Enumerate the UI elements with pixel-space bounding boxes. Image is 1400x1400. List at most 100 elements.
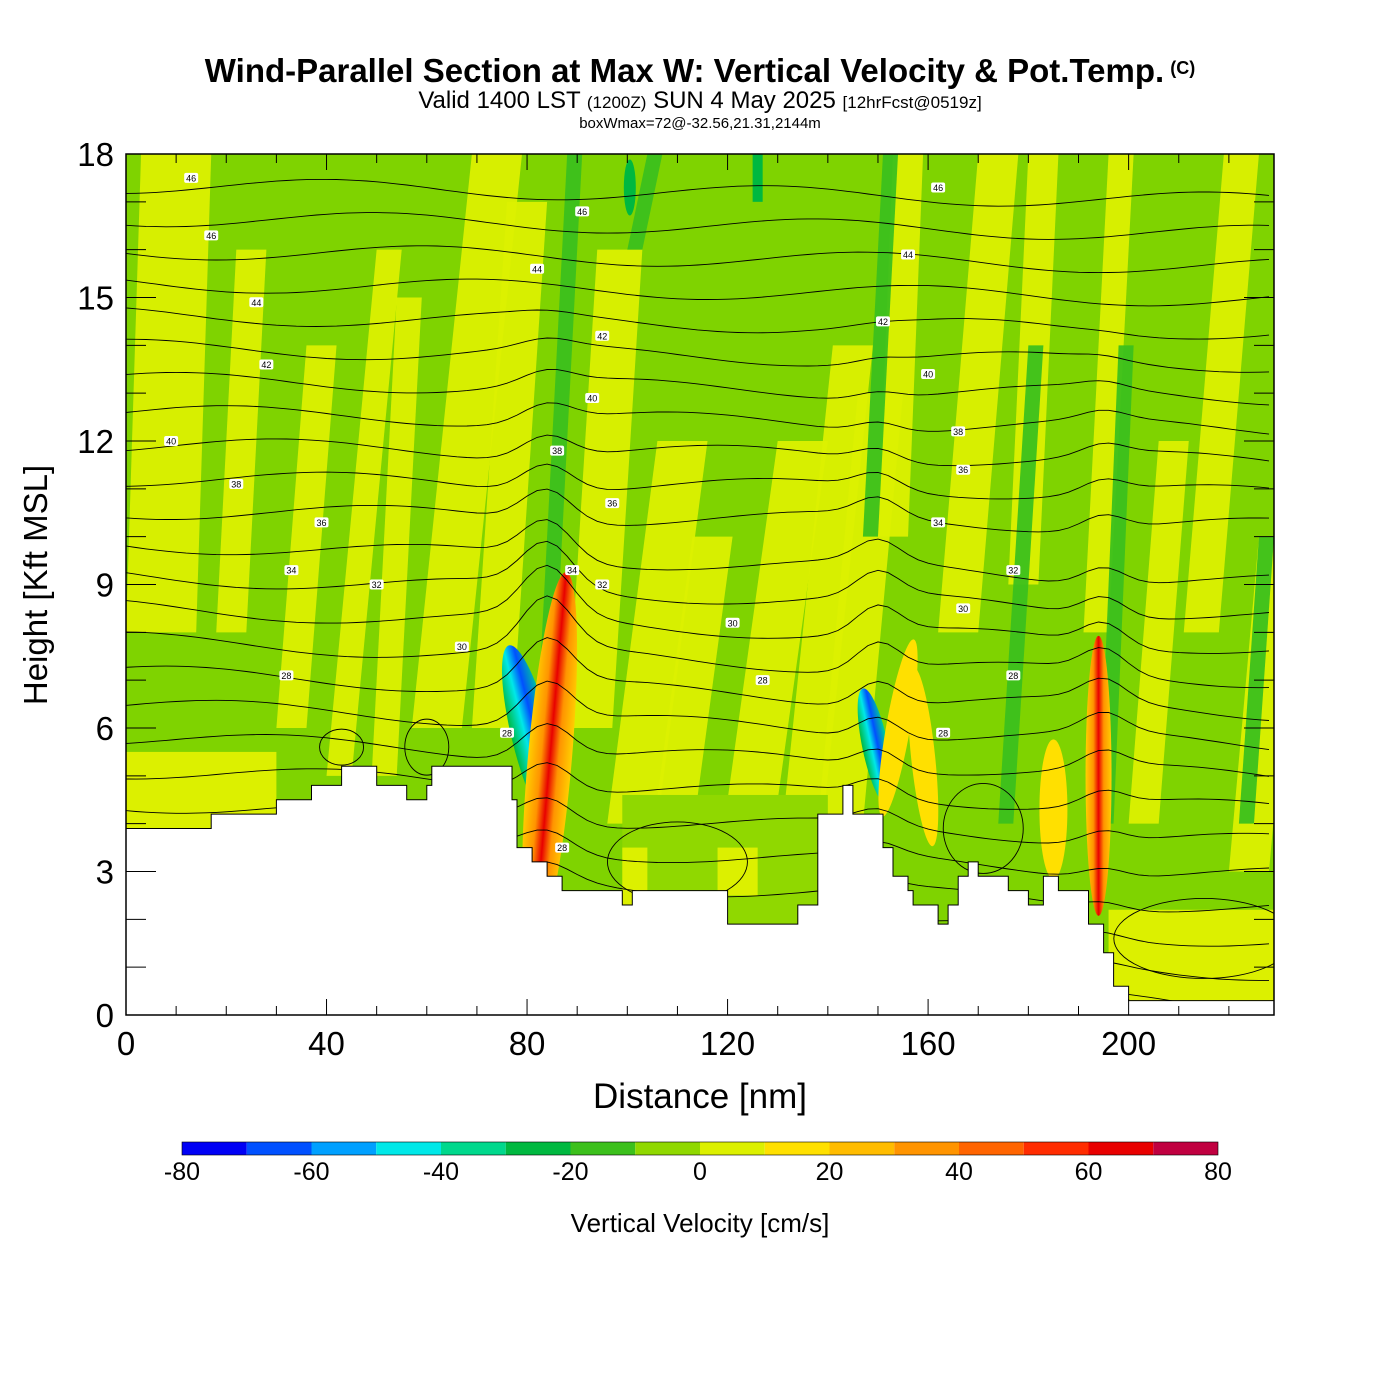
theta-contour-line: [126, 488, 1270, 533]
contour-label-box: [454, 641, 469, 652]
colorbar-swatch: [311, 1142, 377, 1155]
contour-label: 44: [901, 249, 916, 260]
contour-label: 28: [555, 842, 570, 853]
theta-contour-line: [126, 680, 1270, 751]
field-band: [1083, 154, 1134, 633]
field-band: [752, 154, 763, 202]
theta-contour-loop: [1113, 898, 1274, 979]
field-band: [607, 441, 708, 824]
contour-label-text: 32: [372, 580, 382, 590]
contour-label-box: [1006, 565, 1021, 576]
contour-label: 36: [605, 498, 620, 509]
contour-label-box: [259, 359, 274, 370]
colorbar-swatch: [246, 1142, 312, 1155]
contour-label-text: 28: [557, 843, 567, 853]
contour-label-box: [530, 263, 545, 274]
contour-label-box: [284, 565, 299, 576]
colorbar-swatch: [1153, 1142, 1218, 1155]
contour-label: 36: [314, 517, 329, 528]
contour-label-box: [369, 579, 384, 590]
forecast-run: [12hrFcst@0519z]: [842, 93, 982, 112]
updraft-core: [907, 667, 939, 847]
contour-label: 38: [229, 479, 244, 490]
field-band: [782, 345, 873, 824]
theta-contour-line: [126, 723, 1270, 777]
field-band: [371, 297, 422, 776]
theta-contour-line: [126, 434, 1270, 467]
contour-label-text: 28: [1008, 671, 1018, 681]
contour-label-box: [956, 603, 971, 614]
contour-label-text: 46: [933, 183, 943, 193]
contour-label-text: 32: [1008, 566, 1018, 576]
theta-contour-line: [126, 595, 1270, 689]
colorbar-swatch: [894, 1142, 959, 1155]
contour-label-box: [1006, 670, 1021, 681]
contour-label-text: 44: [903, 250, 913, 260]
contour-label: 28: [499, 727, 514, 738]
x-tick-label: 200: [1101, 1025, 1156, 1062]
valid-time-line: Valid 1400 LST (1200Z) SUN 4 May 2025 [1…: [0, 89, 1400, 115]
contour-label-box: [595, 579, 610, 590]
field-band: [471, 201, 548, 729]
contour-label-box: [956, 464, 971, 475]
contour-label-box: [555, 842, 570, 853]
contour-label-box: [575, 206, 590, 217]
colorbar-swatch: [764, 1142, 830, 1155]
colorbar-tick-label: 20: [816, 1158, 844, 1186]
contour-label-box: [901, 249, 916, 260]
contour-label-box: [585, 392, 600, 403]
colorbar-swatch: [182, 1142, 247, 1155]
field-band: [326, 249, 402, 776]
theta-contour-line: [126, 278, 1270, 307]
contour-label: 34: [284, 565, 299, 576]
contour-label: 30: [725, 617, 740, 628]
contour-label: 38: [951, 426, 966, 437]
contour-label-box: [931, 517, 946, 528]
contour-label: 46: [931, 182, 946, 193]
field-band: [862, 154, 899, 537]
theta-contour-line: [126, 212, 1270, 240]
contour-label: 42: [259, 359, 274, 370]
colorbar-title: Vertical Velocity [cm/s]: [571, 1208, 830, 1238]
contour-label-text: 40: [587, 393, 597, 403]
contour-label: 46: [575, 206, 590, 217]
colorbar-swatch: [376, 1142, 441, 1155]
field-band: [1183, 154, 1259, 633]
contour-label-text: 32: [597, 580, 607, 590]
contour-label-box: [499, 727, 514, 738]
y-tick-label: 3: [96, 854, 114, 891]
contour-label-text: 42: [261, 360, 271, 370]
theta-contour-line: [126, 369, 1270, 406]
contour-label: 44: [530, 263, 545, 274]
contour-label-text: 40: [923, 370, 933, 380]
colorbar-swatch: [1088, 1142, 1154, 1155]
colorbar-swatch: [829, 1142, 895, 1155]
terrain-profile: [125, 765, 1275, 1016]
colorbar-swatch: [959, 1142, 1024, 1155]
contour-label-box: [249, 297, 264, 308]
contour-label: 42: [875, 316, 890, 327]
y-tick-label: 18: [77, 136, 114, 173]
contour-label-box: [550, 445, 565, 456]
contour-label-box: [936, 727, 951, 738]
field-band: [717, 441, 828, 872]
contour-label-text: 46: [577, 207, 587, 217]
theta-contour-line: [126, 519, 1270, 584]
contour-label: 28: [279, 670, 294, 681]
colorbar-tick-label: 80: [1204, 1158, 1232, 1186]
x-tick-label: 40: [308, 1025, 345, 1062]
field-band: [126, 154, 212, 633]
contour-label-box: [565, 565, 580, 576]
contour-label-box: [755, 675, 770, 686]
contour-label: 42: [595, 330, 610, 341]
contour-label-text: 28: [502, 728, 512, 738]
contour-label-text: 30: [958, 604, 968, 614]
contour-label: 30: [956, 603, 971, 614]
theta-contour-loop: [942, 783, 1024, 874]
field-band: [717, 847, 758, 896]
colorbar-tick-label: -40: [423, 1158, 459, 1186]
contour-label-text: 34: [286, 566, 296, 576]
colorbar-tick-label: 40: [945, 1158, 973, 1186]
